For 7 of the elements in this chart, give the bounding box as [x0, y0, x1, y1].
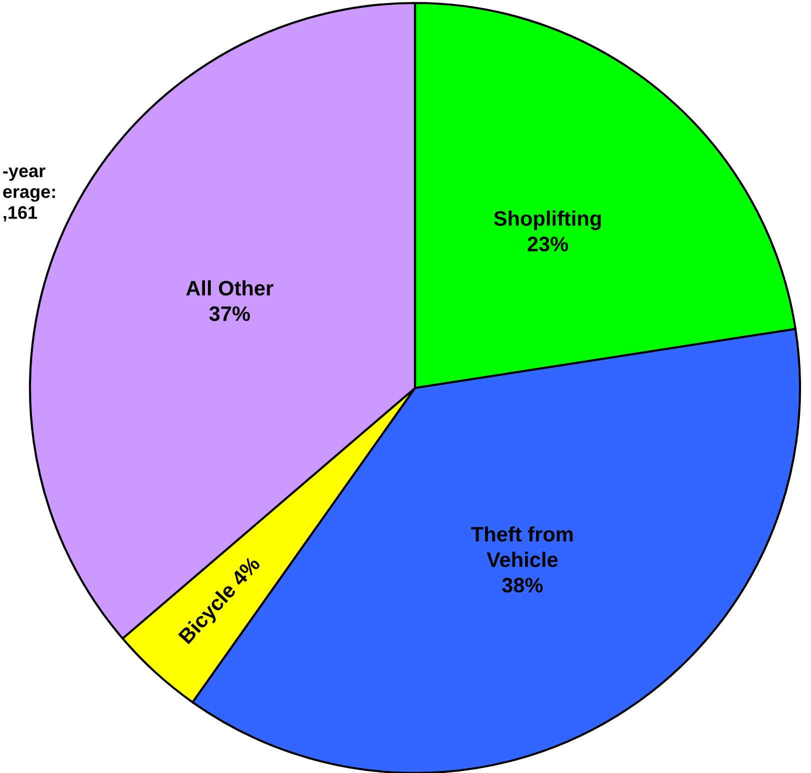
- data-label: 37%: [209, 306, 250, 322]
- slice-label: Shoplifting: [494, 210, 601, 230]
- text: -year erage: ,161: [3, 167, 55, 222]
- data-label: 23%: [528, 236, 568, 252]
- slice-label: All Other: [186, 280, 274, 296]
- data-label: 38%: [502, 578, 543, 593]
- slice-label: Theft from Vehicle: [471, 526, 573, 568]
